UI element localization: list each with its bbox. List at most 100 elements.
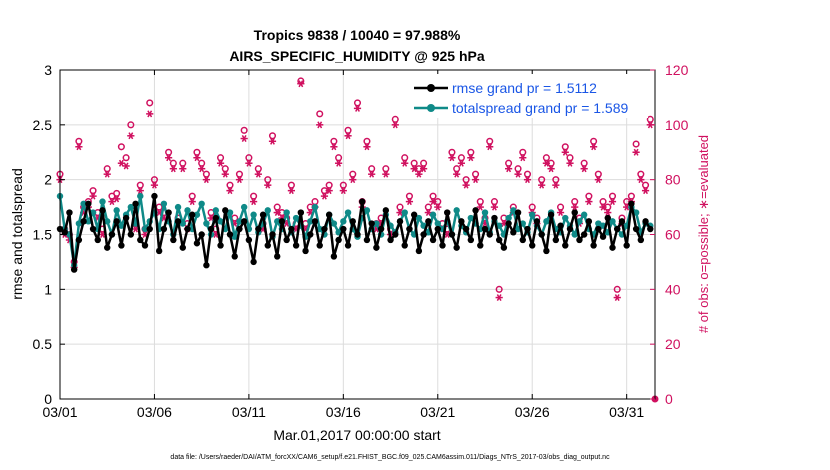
obs-possible-marker (188, 192, 196, 200)
obs-evaluated-marker (363, 143, 371, 151)
obs-evaluated-marker (594, 176, 602, 184)
rmse-point (75, 236, 83, 244)
obs-possible-marker (245, 154, 253, 162)
obs-possible-marker (627, 192, 635, 200)
totalspread-point (274, 218, 281, 225)
rmse-point (472, 207, 479, 214)
obs-evaluated-marker (585, 198, 593, 206)
legend-box (410, 74, 648, 118)
obs-possible-marker (646, 115, 654, 123)
rmse-point (316, 242, 323, 249)
rmse-point (212, 214, 220, 222)
obs-evaluated-marker (566, 159, 574, 167)
obs-evaluated-marker (405, 198, 414, 206)
rmse-point (344, 242, 352, 249)
obs-evaluated-marker (556, 209, 565, 217)
rmse-point (595, 225, 602, 233)
obs-evaluated-marker (552, 181, 560, 189)
obs-possible-marker (273, 203, 281, 211)
rmse-point (377, 225, 385, 233)
rmse-point (396, 218, 404, 225)
rmse-point (538, 231, 545, 238)
obs-possible-marker (179, 159, 187, 167)
totalspread-point (467, 214, 475, 222)
obs-possible-marker (89, 187, 97, 195)
y2-tick-label: 100 (665, 117, 689, 133)
rmse-point (420, 231, 427, 238)
y-tick-label: 0 (44, 391, 52, 407)
obs-evaluated-marker (401, 159, 409, 167)
obs-possible-marker (339, 181, 347, 189)
chart-title-line2: AIRS_SPECIFIC_HUMIDITY @ 925 hPa (229, 48, 485, 64)
obs-evaluated-marker (391, 121, 399, 129)
rmse-point (141, 242, 149, 249)
totalspread-point (543, 218, 550, 225)
obs-possible-marker (349, 170, 357, 178)
obs-evaluated-marker (325, 187, 333, 195)
rmse-point (236, 225, 243, 233)
legend-spread-label: totalspread grand pr = 1.589 (452, 100, 629, 116)
obs-evaluated-marker (415, 170, 423, 178)
rmse-point (302, 247, 309, 255)
obs-evaluated-marker (113, 195, 121, 203)
obs-evaluated-marker (632, 148, 640, 156)
legend-rmse-label: rmse grand pr = 1.5112 (452, 80, 597, 96)
totalspread-point (184, 207, 191, 214)
obs-possible-marker (505, 159, 513, 167)
y-axis-label: rmse and totalspread (9, 168, 25, 300)
rmse-point (283, 236, 290, 244)
obs-possible-marker (226, 181, 234, 189)
totalspread-point (481, 209, 489, 216)
rmse-point (127, 231, 135, 238)
rmse-point (217, 242, 224, 249)
totalspread-point (401, 209, 408, 216)
y-tick-label: 3 (44, 62, 52, 78)
obs-evaluated-marker (608, 198, 617, 206)
obs-evaluated-marker (273, 209, 281, 217)
rmse-point (410, 211, 418, 218)
obs-evaluated-marker (542, 159, 550, 167)
y-axis-left: 0 0.5 1 1.5 2 2.5 3 (33, 62, 65, 407)
obs-possible-marker (528, 203, 536, 211)
obs-evaluated-marker (165, 154, 173, 162)
obs-possible-marker (235, 170, 243, 178)
totalspread-point (85, 218, 92, 225)
totalspread-point (174, 203, 182, 211)
x-tick-label: 03/01 (42, 404, 77, 420)
obs-possible-marker (490, 198, 498, 206)
rmse-point (618, 218, 626, 225)
obs-evaluated-marker (188, 198, 196, 206)
totalspread-point (160, 200, 168, 207)
rmse-point (321, 225, 328, 233)
totalspread-point (250, 211, 257, 218)
chart-title-line1: Tropics 9838 / 10040 = 97.988% (254, 27, 461, 43)
obs-evaluated-marker (136, 187, 144, 195)
rmse-point (340, 225, 347, 233)
obs-possible-marker (519, 148, 527, 156)
obs-possible-marker (462, 176, 470, 184)
rmse-point (458, 218, 465, 225)
obs-evaluated-marker (179, 165, 187, 173)
obs-evaluated-marker (453, 170, 461, 178)
obs-possible-marker (585, 192, 593, 200)
rmse-point (415, 247, 423, 255)
totalspread-point (576, 218, 583, 225)
obs-evaluated-marker (150, 181, 159, 189)
obs-possible-marker (117, 143, 125, 151)
rmse-point (226, 231, 234, 238)
rmse-point (198, 231, 205, 238)
obs-possible-marker (391, 115, 399, 123)
obs-possible-marker (538, 176, 546, 184)
obs-possible-marker (254, 165, 262, 173)
rmse-point (325, 211, 333, 218)
obs-possible-marker (325, 181, 333, 189)
obs-possible-marker (476, 198, 484, 206)
obs-possible-marker (316, 110, 324, 118)
obs-evaluated-marker (486, 143, 494, 151)
rmse-point (628, 200, 635, 207)
obs-evaluated-marker (382, 170, 390, 178)
rmse-point (510, 229, 517, 236)
rmse-point (292, 242, 300, 249)
totalspread-point (344, 209, 352, 216)
obs-evaluated-marker (410, 165, 418, 173)
